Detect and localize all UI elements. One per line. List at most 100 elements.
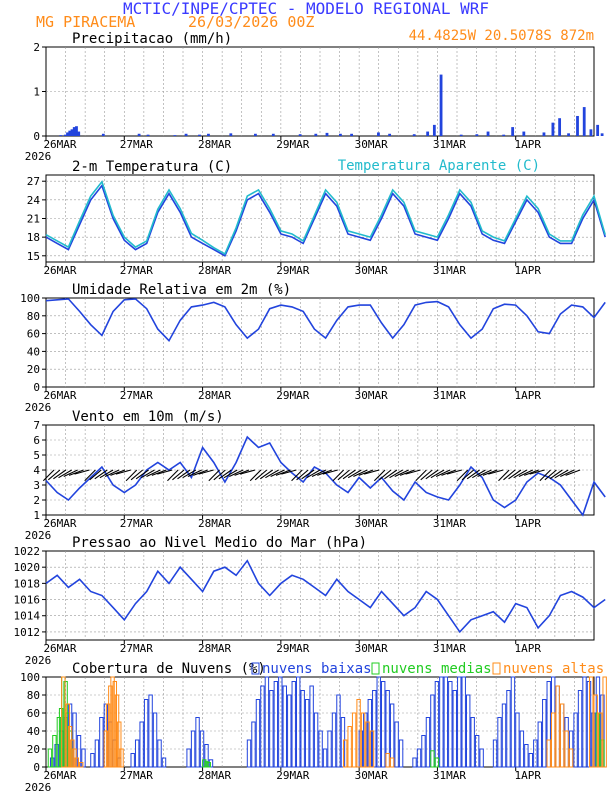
- wind-barb: [363, 469, 380, 475]
- x-year-label: 2026: [25, 654, 52, 667]
- wind-barb: [353, 469, 368, 478]
- cloud-bar-high: [551, 712, 556, 768]
- y-tick-label: 20: [27, 363, 40, 376]
- cloud-bar-low: [296, 676, 301, 768]
- x-tick-label: 1APR: [514, 642, 541, 655]
- cloud-bar-high: [385, 753, 390, 768]
- panel-title: Precipitacao (mm/h): [72, 31, 232, 47]
- cloud-bar-mid: [52, 735, 57, 768]
- wind-barb: [265, 469, 279, 479]
- cloud-bar-low: [434, 681, 440, 768]
- cloud-bar-low: [452, 690, 457, 768]
- cloud-bar-high: [597, 712, 603, 768]
- cloud-bar-high: [112, 681, 118, 768]
- panel-precip: 0 1 2 26MAR 27MAR 28MAR 29MAR 30MAR 31MAR 1APR 202…: [25, 28, 604, 163]
- panel-pres: 1012 1014 1016 1018 1020 1022 26MAR 27MAR 28MAR 2…: [14, 535, 606, 667]
- cloud-bar-high: [546, 739, 551, 768]
- cloud-bar-high: [108, 685, 113, 768]
- cloud-bar-high: [555, 685, 560, 768]
- cloud-bar-low: [134, 739, 140, 768]
- cloud-bar-low: [363, 712, 368, 768]
- wind-barb: [270, 469, 285, 478]
- cloud-bar-low: [497, 717, 502, 768]
- wind-barb: [461, 469, 475, 481]
- cloud-bar-low: [340, 717, 346, 768]
- cloud-bar-high: [593, 694, 598, 768]
- y-tick-label: 1012: [14, 626, 41, 639]
- y-tick-label: 6: [33, 434, 40, 447]
- wind-barb: [146, 469, 161, 478]
- wind-barb: [425, 469, 439, 480]
- wind-barb: [482, 469, 498, 476]
- y-tick-label: 0: [33, 130, 40, 143]
- x-tick-label: 30MAR: [355, 517, 388, 530]
- x-tick-label: 30MAR: [355, 264, 388, 277]
- cloud-bar-mid: [434, 757, 440, 768]
- cloud-bar-high: [70, 739, 75, 768]
- wind-barb: [384, 469, 398, 480]
- cloud-bar-low: [148, 694, 153, 768]
- precip-bar: [207, 133, 210, 136]
- cloud-bar-low: [186, 748, 191, 768]
- legend-low: nuvens baixas: [262, 661, 372, 677]
- cloud-bar-low: [506, 690, 511, 768]
- wind-barb: [456, 469, 469, 482]
- cloud-bar-low: [313, 712, 319, 768]
- wind-barb: [554, 469, 569, 479]
- precip-bar: [551, 122, 555, 136]
- x-tick-label: 30MAR: [355, 389, 388, 402]
- precip-bar: [314, 133, 318, 136]
- cloud-bar-low: [591, 712, 596, 768]
- cloud-bar-low: [309, 685, 314, 768]
- y-tick-label: 1016: [14, 594, 41, 607]
- cloud-bar-high: [365, 721, 370, 768]
- cloud-bar-low: [492, 739, 498, 768]
- y-tick-label: 27: [27, 175, 40, 188]
- cloud-bar-low: [99, 717, 104, 768]
- wind-barb: [332, 469, 345, 482]
- legend-swatch-high: [492, 662, 501, 675]
- wind-barb: [306, 469, 321, 479]
- wind-barb: [399, 469, 415, 476]
- cloud-bar-low: [398, 739, 404, 768]
- wind-barb: [259, 469, 274, 480]
- precip-bar: [325, 132, 329, 136]
- precip-bar: [439, 74, 443, 136]
- cloud-bar-low: [501, 703, 507, 768]
- x-tick-label: 27MAR: [120, 642, 153, 655]
- y-tick-label: 24: [27, 194, 41, 207]
- wind-barb: [213, 469, 226, 481]
- precip-bar: [589, 129, 593, 136]
- cloud-bar-low: [304, 699, 310, 768]
- wind-barb: [430, 469, 445, 479]
- precip-bar: [522, 131, 526, 136]
- x-tick-label: 1APR: [514, 389, 541, 402]
- x-tick-label: 1APR: [514, 517, 541, 530]
- y-tick-label: 0: [33, 761, 40, 774]
- run-date: 26/03/2026 00Z: [188, 13, 314, 31]
- cloud-bar-low: [251, 721, 256, 768]
- cloud-bar-low: [255, 699, 261, 768]
- wind-barb: [74, 469, 90, 475]
- x-tick-label: 27MAR: [120, 517, 153, 530]
- wind-barb: [63, 469, 78, 478]
- cloud-bar-low: [260, 685, 265, 768]
- y-tick-label: 60: [27, 707, 40, 720]
- cloud-bar-high: [79, 762, 84, 768]
- cloud-bar-low: [595, 676, 601, 768]
- cloud-bar-high: [61, 676, 66, 768]
- wind-barb: [187, 469, 203, 478]
- x-tick-label: 26MAR: [43, 264, 76, 277]
- wind-barb: [317, 469, 333, 476]
- wind-barb: [503, 469, 516, 481]
- x-tick-label: 31MAR: [433, 769, 466, 782]
- y-tick-label: 20: [27, 743, 40, 756]
- cloud-bar-low: [376, 676, 381, 768]
- series-line-rh-0: [45, 298, 606, 343]
- precip-bar: [271, 133, 275, 136]
- wind-barb: [477, 469, 492, 478]
- cloud-bar-high: [103, 730, 109, 768]
- cloud-bar-low: [542, 699, 547, 768]
- wind-barb: [249, 469, 262, 482]
